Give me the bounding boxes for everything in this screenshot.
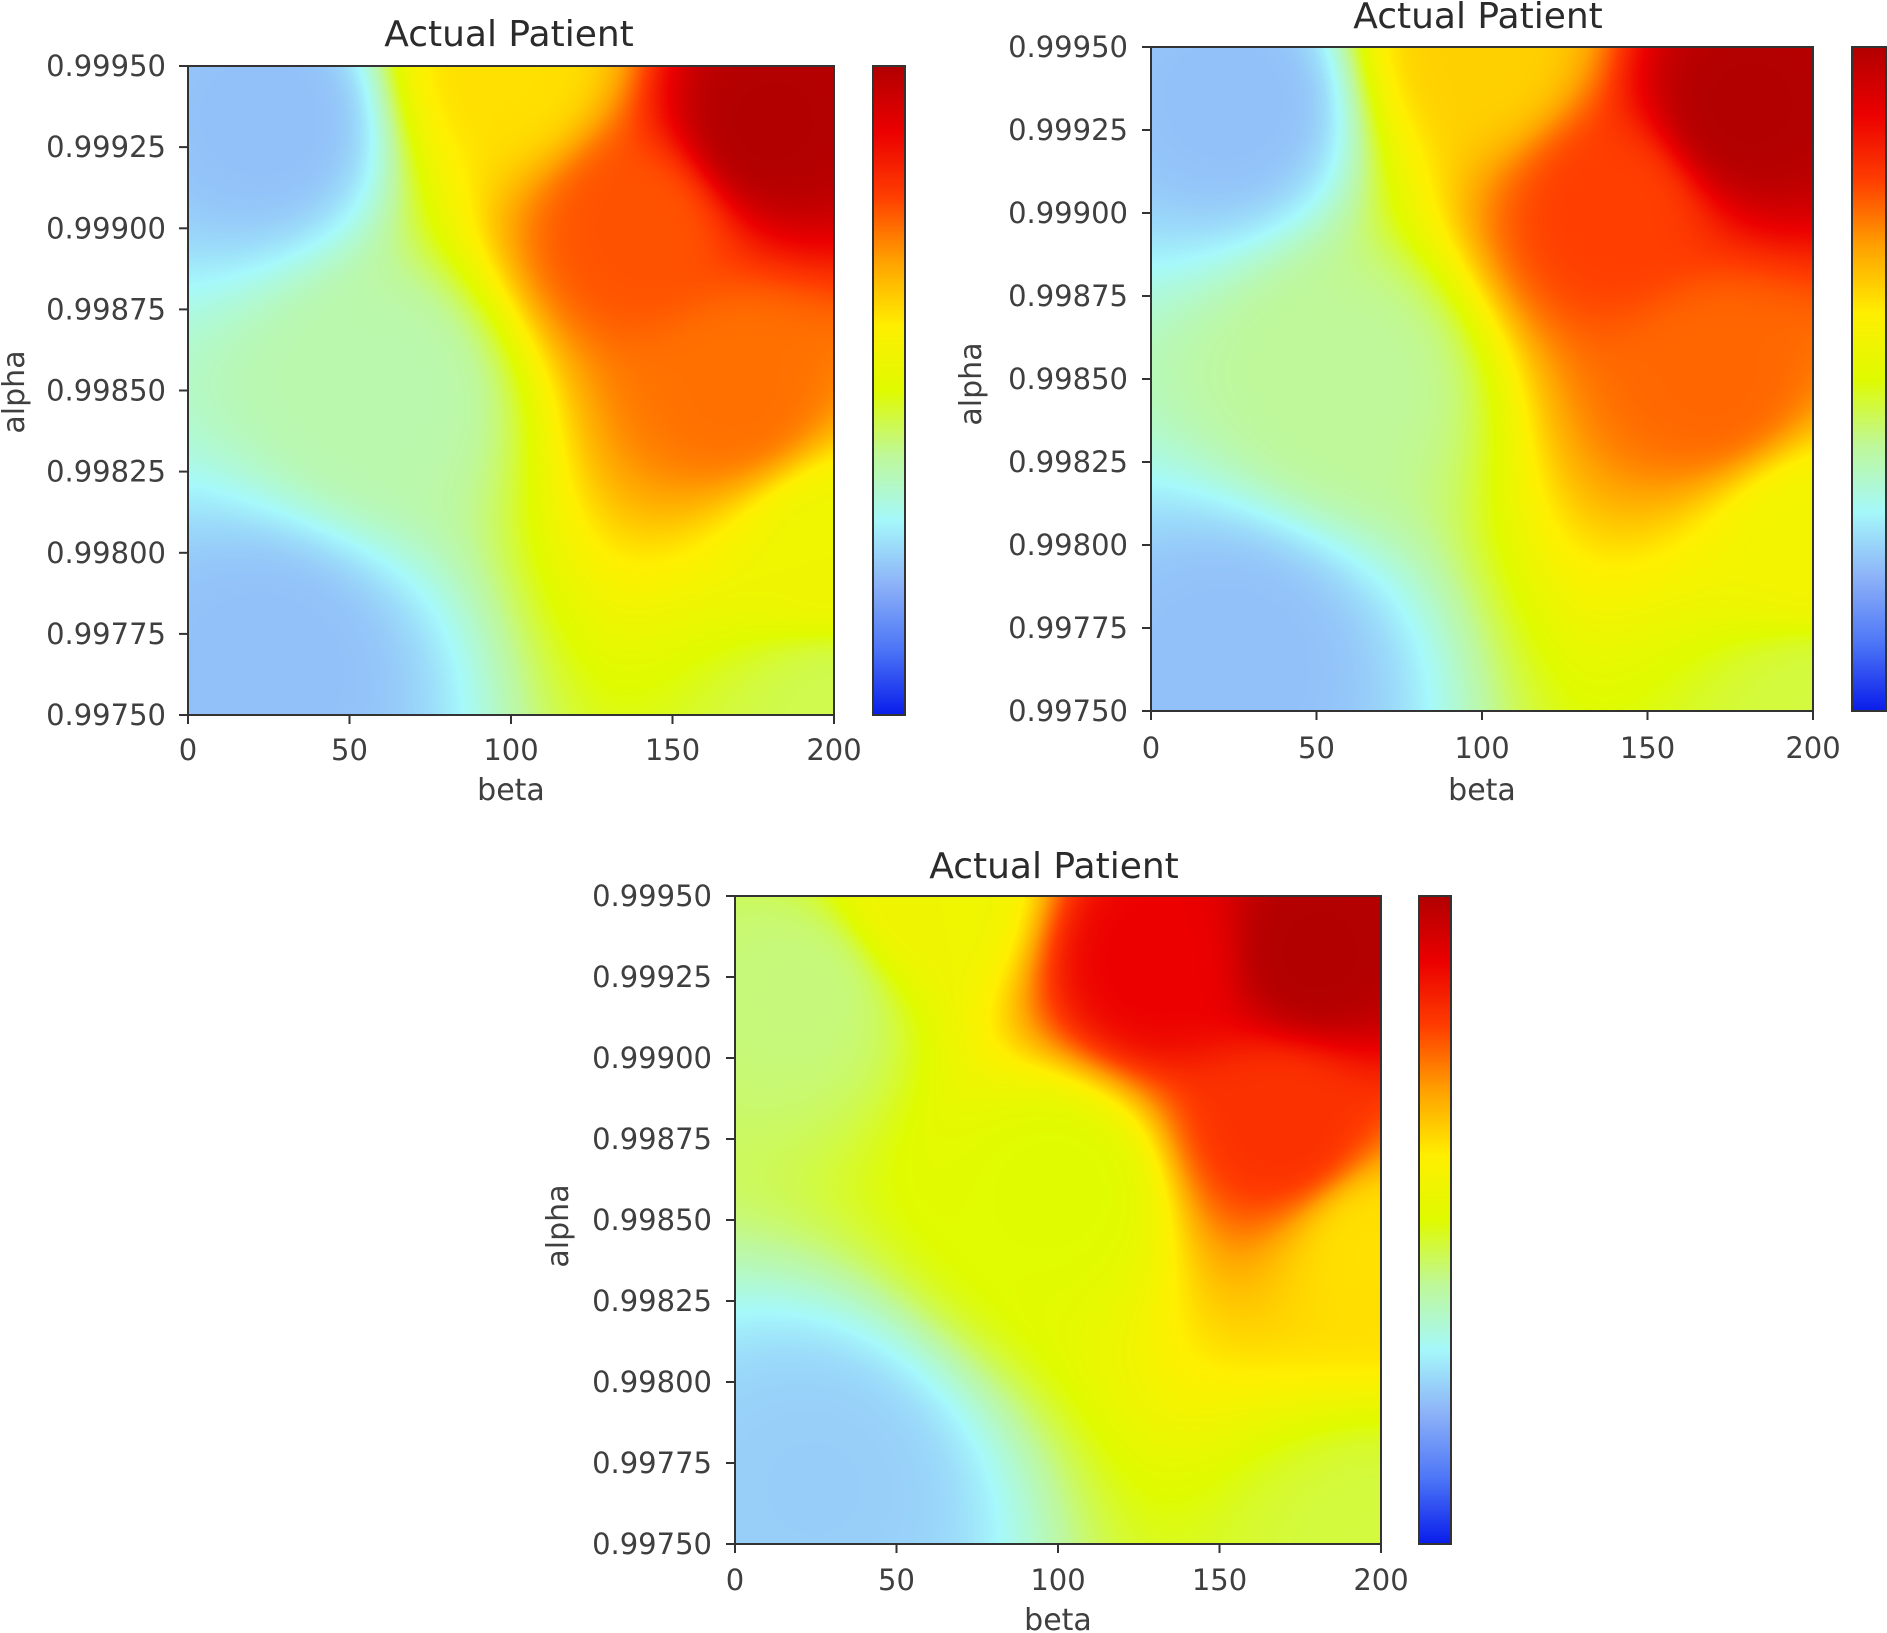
- colorbar: [1851, 46, 1887, 712]
- y-tick-label: 0.99950: [1008, 30, 1128, 64]
- heatmap-surface: [188, 66, 834, 715]
- y-tick-label: 0.99925: [46, 130, 166, 164]
- x-axis-label: beta: [477, 773, 545, 808]
- plot-area: [734, 895, 1382, 1545]
- y-tick-label: 0.99800: [46, 536, 166, 570]
- y-tick-label: 0.99800: [1008, 528, 1128, 562]
- y-tick-label: 0.99775: [592, 1446, 712, 1480]
- y-tick-label: 0.99850: [1008, 362, 1128, 396]
- y-axis: 0.99750 0.99775 0.99800 0.99825 0.99850 …: [541, 879, 735, 1561]
- y-tick-label: 0.99825: [1008, 445, 1128, 479]
- plot-area: [1150, 46, 1814, 712]
- x-tick-label: 0: [726, 1563, 744, 1597]
- x-tick-label: 0: [1142, 731, 1160, 765]
- heatmap-panel-1: Actual Patient 0 50 100 150 200 beta: [0, 14, 906, 808]
- y-tick-label: 0.99950: [46, 49, 166, 83]
- colorbar-frame: [1851, 46, 1887, 712]
- x-axis-label: beta: [1024, 1603, 1092, 1633]
- colorbar-frame: [872, 65, 906, 716]
- x-tick-label: 200: [1785, 731, 1840, 765]
- y-tick-label: 0.99925: [592, 960, 712, 994]
- heatmap-surface: [1151, 47, 1813, 711]
- y-axis: 0.99750 0.99775 0.99800 0.99825 0.99850 …: [0, 49, 188, 732]
- colorbar-gradient: [1419, 896, 1451, 1544]
- x-tick-label: 150: [645, 733, 700, 767]
- colorbar-gradient: [873, 66, 905, 715]
- y-tick-label: 0.99900: [46, 211, 166, 245]
- x-tick-label: 50: [878, 1563, 915, 1597]
- x-axis: 0 50 100 150 200 beta: [179, 715, 862, 808]
- x-tick-label: 200: [1353, 1563, 1408, 1597]
- y-tick-label: 0.99800: [592, 1365, 712, 1399]
- y-tick-label: 0.99825: [592, 1284, 712, 1318]
- x-tick-label: 0: [179, 733, 197, 767]
- heatmap-panel-2: Actual Patient 0 50 100 150 200 beta: [954, 0, 1887, 808]
- heatmap-panel-3: Actual Patient 0 50 100 150 200 beta: [541, 846, 1452, 1633]
- colorbar-frame: [1418, 895, 1452, 1545]
- x-tick-label: 150: [1192, 1563, 1247, 1597]
- x-tick-label: 100: [1454, 731, 1509, 765]
- y-tick-label: 0.99825: [46, 455, 166, 489]
- x-axis: 0 50 100 150 200 beta: [1142, 711, 1841, 808]
- y-tick-label: 0.99775: [1008, 611, 1128, 645]
- x-tick-label: 200: [806, 733, 861, 767]
- chart-title: Actual Patient: [929, 846, 1179, 887]
- y-tick-label: 0.99750: [592, 1527, 712, 1561]
- x-tick-label: 50: [331, 733, 368, 767]
- y-axis-label: alpha: [0, 350, 32, 433]
- x-axis-label: beta: [1448, 773, 1516, 808]
- colorbar: [872, 65, 906, 716]
- chart-title: Actual Patient: [1353, 0, 1603, 37]
- colorbar-gradient: [1852, 47, 1886, 711]
- x-tick-label: 100: [1030, 1563, 1085, 1597]
- y-tick-label: 0.99900: [592, 1041, 712, 1075]
- y-tick-label: 0.99900: [1008, 196, 1128, 230]
- plot-area: [187, 65, 835, 716]
- y-tick-label: 0.99875: [1008, 279, 1128, 313]
- y-tick-label: 0.99775: [46, 617, 166, 651]
- x-tick-label: 150: [1620, 731, 1675, 765]
- y-axis-label: alpha: [541, 1184, 576, 1267]
- y-tick-label: 0.99850: [592, 1203, 712, 1237]
- heatmap-surface: [735, 896, 1381, 1544]
- y-tick-label: 0.99850: [46, 374, 166, 408]
- y-tick-label: 0.99875: [592, 1122, 712, 1156]
- x-tick-label: 50: [1298, 731, 1335, 765]
- y-tick-label: 0.99950: [592, 879, 712, 913]
- x-axis: 0 50 100 150 200 beta: [726, 1544, 1409, 1633]
- x-tick-label: 100: [483, 733, 538, 767]
- y-tick-label: 0.99750: [46, 698, 166, 732]
- y-axis: 0.99750 0.99775 0.99800 0.99825 0.99850 …: [954, 30, 1151, 728]
- chart-title: Actual Patient: [384, 14, 634, 55]
- y-tick-label: 0.99750: [1008, 694, 1128, 728]
- y-tick-label: 0.99875: [46, 292, 166, 326]
- y-tick-label: 0.99925: [1008, 113, 1128, 147]
- colorbar: [1418, 895, 1452, 1545]
- y-axis-label: alpha: [954, 342, 989, 425]
